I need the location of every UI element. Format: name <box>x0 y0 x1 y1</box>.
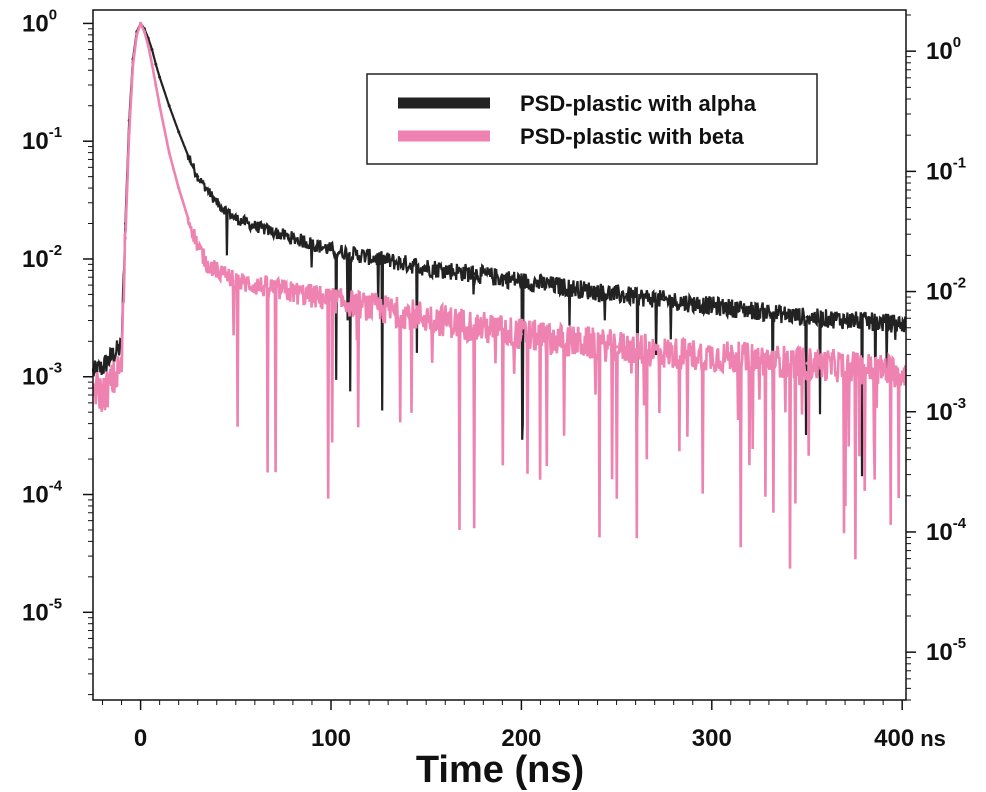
x-tick-label: 400 <box>874 725 914 752</box>
series-point <box>424 265 428 269</box>
series-point <box>291 290 295 294</box>
series-point <box>519 279 523 283</box>
series-point <box>900 322 904 326</box>
series-point <box>377 307 381 310</box>
series-point <box>110 380 114 384</box>
axes-layer: 0 100 200 300 400 ns 100 10-1 10-2 10-3 10-4 10-5 10… <box>22 6 967 752</box>
series-point <box>377 257 381 261</box>
y-tick-label-left: 10-5 <box>22 595 62 626</box>
series-point <box>154 83 158 87</box>
series-point <box>805 315 809 319</box>
series-point <box>567 339 571 343</box>
series-point <box>710 304 714 308</box>
series-point <box>567 286 571 290</box>
series-point <box>662 351 666 355</box>
legend-label-alpha: PSD-plastic with alpha <box>520 91 757 116</box>
series-point <box>615 292 619 296</box>
series-point <box>291 236 295 240</box>
series-point <box>158 104 162 108</box>
series-point <box>120 365 124 369</box>
series-point <box>101 393 104 397</box>
series-trace <box>91 23 907 569</box>
series-point <box>329 248 333 252</box>
y-tick-label-right: 10-4 <box>926 515 967 546</box>
series-point <box>900 370 904 374</box>
series-point <box>234 279 238 283</box>
series-trace <box>91 22 907 477</box>
series-point <box>757 358 761 361</box>
series-point <box>424 315 428 319</box>
y-tick-label-left: 10-1 <box>22 124 62 155</box>
series-point <box>123 236 127 240</box>
legend-label-beta: PSD-plastic with beta <box>520 124 744 149</box>
series-point <box>472 324 476 328</box>
series-point <box>186 217 190 221</box>
series-point <box>519 332 523 336</box>
series-point <box>215 268 219 272</box>
series-point <box>150 62 154 66</box>
x-tick-label: 200 <box>501 725 541 752</box>
series-point <box>139 21 143 25</box>
y-tick-label-right: 10-1 <box>926 154 966 185</box>
series-point <box>142 30 146 34</box>
series-point <box>167 104 171 108</box>
series-point <box>93 370 97 374</box>
x-unit-label: ns <box>920 726 946 751</box>
series-point <box>853 319 857 322</box>
plot-frame <box>92 9 907 701</box>
legend-box <box>366 73 818 165</box>
y-tick-label-right: 10-3 <box>926 395 966 426</box>
series-point <box>154 62 158 66</box>
y-tick-label-left: 10-2 <box>22 242 62 273</box>
series-point <box>253 224 257 228</box>
series-point <box>196 175 200 179</box>
y-tick-label-right: 10-5 <box>926 635 966 666</box>
series-point <box>186 154 190 158</box>
series-point <box>662 298 666 302</box>
series-point <box>177 186 181 190</box>
y-tick-label-right: 10-2 <box>926 275 966 306</box>
y-tick-label-left: 100 <box>22 6 57 37</box>
series-point <box>472 272 476 276</box>
series-point <box>131 62 135 66</box>
y-tick-label-left: 10-3 <box>22 360 62 391</box>
series-point <box>196 244 200 247</box>
series-point <box>127 130 131 134</box>
x-tick-label: 0 <box>134 725 147 752</box>
series-point <box>853 365 857 369</box>
series-point <box>757 309 761 313</box>
series-point <box>167 151 171 155</box>
series-point <box>253 283 257 287</box>
series-point <box>101 365 104 369</box>
series-point <box>234 217 238 221</box>
series-point <box>150 48 154 51</box>
series-layer <box>91 21 907 569</box>
x-axis-title: Time (ns) <box>416 749 584 791</box>
y-tick-label-right: 100 <box>926 34 961 65</box>
series-point <box>805 361 809 365</box>
series-point <box>158 75 162 79</box>
series-beta <box>91 21 907 569</box>
series-point <box>710 354 714 358</box>
series-point <box>177 130 181 134</box>
series-point <box>135 33 139 37</box>
x-tick-label: 100 <box>311 725 351 752</box>
series-point <box>329 298 333 302</box>
series-point <box>146 44 150 47</box>
series-point <box>615 345 619 349</box>
x-tick-label: 300 <box>692 725 732 752</box>
y-tick-label-left: 10-4 <box>22 478 63 509</box>
series-point <box>215 201 219 205</box>
legend: PSD-plastic with alpha PSD-plastic with … <box>366 73 818 165</box>
series-point <box>110 354 114 358</box>
series-point <box>205 262 209 266</box>
series-point <box>93 386 97 390</box>
